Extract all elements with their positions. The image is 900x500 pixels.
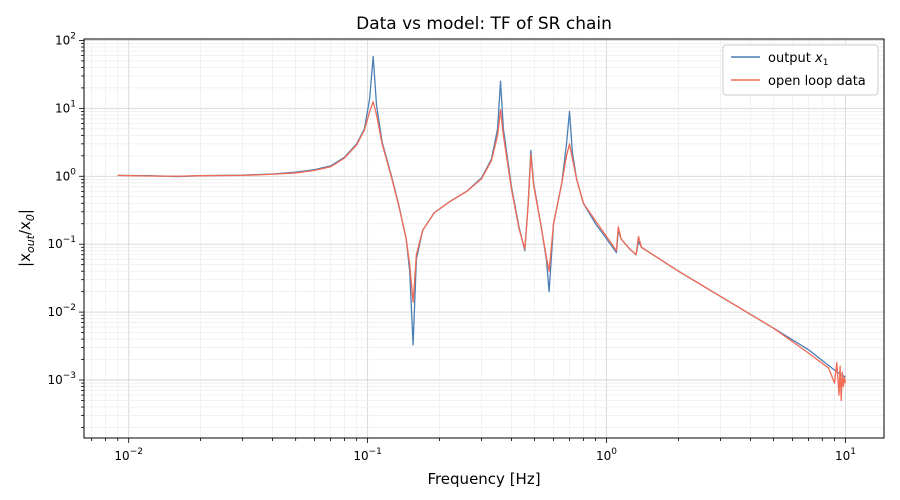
y-tick-label: 102	[55, 31, 76, 47]
plot-area: 10−2 10−1 100 101 10−3 10−2 10−1 100 101 102	[47, 31, 885, 463]
legend-label: open loop data	[768, 74, 866, 89]
series-line-open-loop-data	[117, 101, 847, 402]
y-axis-label: |xout/x0|	[16, 209, 37, 267]
y-tick-label: 101	[55, 99, 76, 115]
y-tick-label: 100	[55, 167, 76, 183]
legend: output x1 open loop data	[722, 44, 879, 96]
y-tick-label: 10−2	[47, 303, 76, 319]
y-tick-label: 10−1	[47, 235, 76, 251]
legend-label: output x1	[768, 51, 828, 68]
legend-box	[722, 44, 879, 96]
x-tick-label: 100	[596, 447, 617, 463]
x-tick-label: 101	[835, 447, 856, 463]
chart-title: Data vs model: TF of SR chain	[356, 14, 612, 34]
x-axis-label: Frequency [Hz]	[427, 470, 540, 488]
y-tick-label: 10−3	[47, 371, 76, 387]
axes-frame	[83, 38, 885, 439]
x-tick-label: 10−2	[114, 447, 143, 463]
x-tick-label: 10−1	[353, 447, 382, 463]
